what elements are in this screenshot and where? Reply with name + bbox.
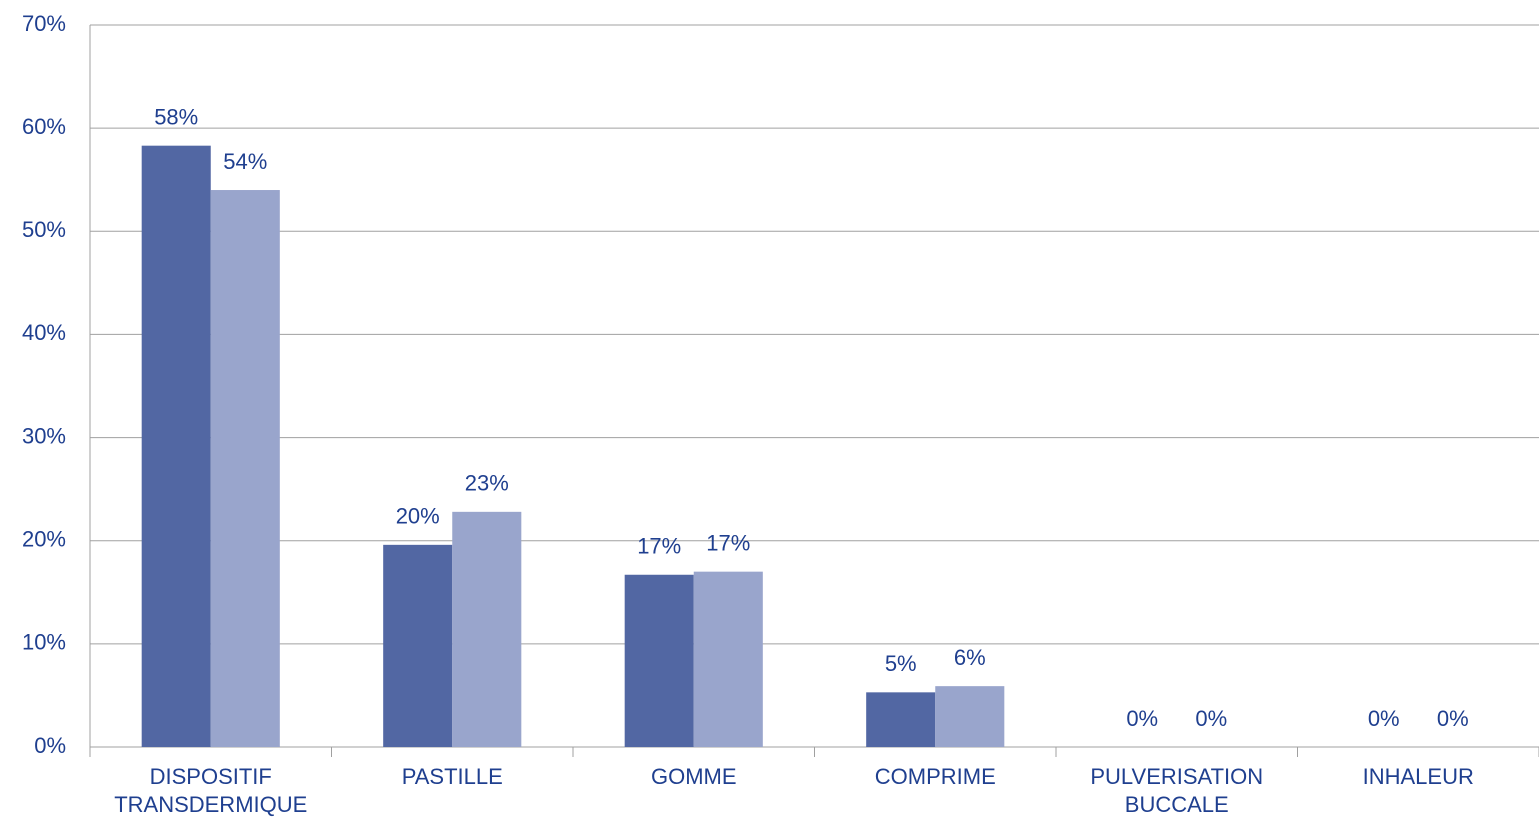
bar (210, 190, 280, 747)
y-tick-label: 70% (22, 11, 66, 36)
data-label: 54% (223, 149, 267, 174)
bar (866, 692, 936, 747)
x-tick-label: INHALEUR (1363, 764, 1474, 789)
bar (624, 574, 694, 747)
data-label: 58% (154, 104, 198, 129)
data-label: 23% (465, 471, 509, 496)
x-tick-label: COMPRIME (875, 764, 996, 789)
y-tick-label: 10% (22, 630, 66, 655)
data-label: 0% (1368, 706, 1400, 731)
data-label: 5% (885, 651, 917, 676)
x-tick-label: GOMME (651, 764, 737, 789)
data-label: 6% (954, 645, 986, 670)
bar (452, 511, 522, 747)
x-tick-label: PASTILLE (402, 764, 503, 789)
x-tick-label: PULVERISATION BUCCALE (1090, 764, 1263, 817)
x-tick-label: DISPOSITIF TRANSDERMIQUE (114, 764, 307, 817)
y-tick-label: 30% (22, 423, 66, 448)
y-tick-label: 20% (22, 527, 66, 552)
bar (141, 145, 211, 748)
y-tick-label: 50% (22, 217, 66, 242)
y-tick-label: 60% (22, 114, 66, 139)
data-label: 0% (1195, 706, 1227, 731)
bar (693, 571, 763, 747)
y-tick-label: 40% (22, 320, 66, 345)
data-label: 17% (637, 534, 681, 559)
bar (935, 686, 1005, 747)
data-label: 20% (396, 504, 440, 529)
data-label: 0% (1437, 706, 1469, 731)
data-label: 0% (1126, 706, 1158, 731)
bar (383, 544, 453, 747)
y-tick-label: 0% (34, 733, 66, 758)
data-label: 17% (706, 530, 750, 555)
